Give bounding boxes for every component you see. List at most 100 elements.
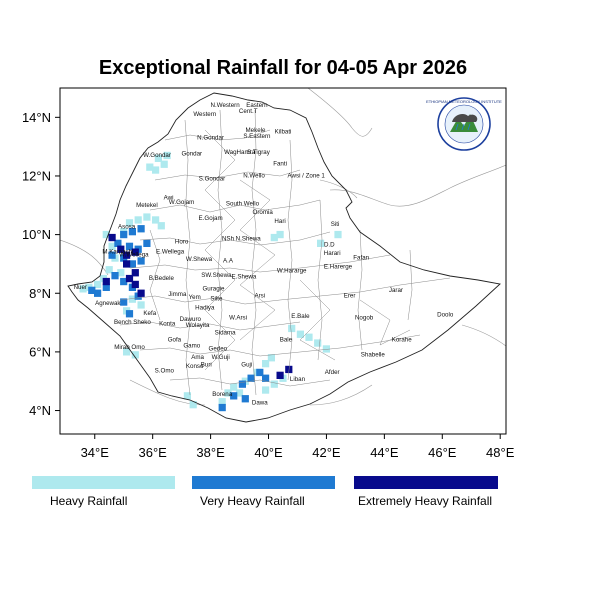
rainfall-cell-heavy: [267, 354, 275, 362]
region-label: Awi: [164, 194, 174, 201]
region-label: Mirab Omo: [114, 344, 145, 351]
y-tick-label: 12°N: [22, 168, 51, 183]
rainfall-cell-very-heavy: [94, 289, 102, 297]
y-tick-label: 6°N: [29, 344, 51, 359]
region-label: Dawuro: [180, 316, 202, 323]
rainfall-cell-heavy: [128, 295, 136, 303]
rainfall-cell-heavy: [317, 239, 325, 247]
cloud-icon: [452, 114, 478, 122]
x-tick-label: 46°E: [428, 445, 457, 460]
legend-swatch: [192, 476, 335, 489]
rainfall-cell-heavy: [152, 216, 160, 224]
legend-label: Very Heavy Rainfall: [200, 494, 305, 508]
rainfall-cell-very-heavy: [137, 257, 145, 265]
rainfall-cell-heavy: [123, 348, 131, 356]
raindrop-icon: [467, 123, 471, 131]
rainfall-cell-heavy: [296, 330, 304, 338]
rainfall-cells: [79, 151, 342, 412]
rainfall-cell-very-heavy: [247, 374, 255, 382]
rainfall-cell-extreme: [276, 371, 284, 379]
rainfall-cell-very-heavy: [128, 260, 136, 268]
rainfall-cell-heavy: [79, 285, 87, 293]
region-label: D.D: [324, 241, 335, 248]
rainfall-cell-extreme: [123, 260, 131, 268]
rainfall-cell-very-heavy: [108, 251, 116, 259]
ethiopia-outline: [67, 92, 501, 423]
rainfall-cell-extreme: [117, 245, 125, 253]
rainfall-cell-heavy: [154, 154, 162, 162]
region-label: Hari: [274, 218, 285, 225]
rainfall-cell-extreme: [102, 277, 110, 286]
rainfall-cell-very-heavy: [102, 283, 110, 291]
y-tick-label: 4°N: [29, 403, 51, 418]
region-label: Gamo: [183, 343, 200, 350]
rainfall-cell-heavy: [160, 160, 168, 168]
rainfall-cell-extreme: [137, 289, 145, 297]
rainfall-cell-heavy: [334, 230, 342, 239]
rainfall-cell-very-heavy: [143, 239, 151, 247]
region-label: Kilbati: [275, 128, 292, 135]
x-tick-label: 36°E: [139, 445, 168, 460]
region-label: Hadiya: [195, 304, 215, 311]
region-label: Harari: [324, 250, 341, 257]
region-label: Metekel: [136, 202, 158, 209]
region-label: South Wello: [226, 200, 260, 207]
rainfall-cell-extreme: [108, 233, 116, 242]
region-label: Gondar: [181, 150, 202, 157]
region-label: Awsi / Zone 1: [288, 172, 326, 179]
rainfall-cell-heavy: [143, 213, 151, 221]
region-label: Western: [193, 111, 216, 118]
rainfall-cell-heavy: [117, 269, 125, 277]
region-label: Liban: [290, 376, 306, 383]
region-label: W.Hararge: [277, 268, 307, 275]
rainfall-cell-heavy: [276, 230, 284, 239]
region-label: Nuer: [74, 284, 87, 291]
legend-label: Extremely Heavy Rainfall: [358, 494, 492, 508]
region-label: W.Wellega: [119, 252, 149, 259]
region-label: Dawa: [252, 400, 268, 407]
rainfall-cell-heavy: [137, 301, 145, 309]
rainfall-cell-heavy: [125, 219, 134, 227]
region-label: Konta: [159, 321, 176, 328]
region-label: B.Bedele: [149, 275, 175, 282]
region-label: Cent.T: [239, 108, 258, 115]
region-label: WagHamra: [224, 149, 256, 156]
region-label: Gedeo: [209, 345, 228, 352]
rainfall-cell-heavy: [262, 386, 270, 394]
rainfall-cell-heavy: [146, 163, 154, 171]
region-label: W.Gondar: [143, 152, 171, 159]
rainfall-cell-very-heavy: [120, 298, 128, 306]
region-label: Siti: [331, 221, 340, 228]
region-label: E.Bale: [291, 313, 310, 320]
rainfall-cell-heavy: [157, 222, 165, 230]
region-label: E.Harerge: [324, 263, 353, 270]
rainfall-cell-very-heavy: [128, 228, 136, 236]
rainfall-cell-very-heavy: [238, 380, 246, 388]
rainfall-cell-very-heavy: [120, 230, 128, 239]
region-label: Horo: [175, 238, 189, 245]
rainfall-cell-very-heavy: [125, 242, 134, 250]
region-label: Mekele: [246, 127, 267, 134]
y-tick-label: 14°N: [22, 110, 51, 125]
rainfall-cell-heavy: [270, 380, 278, 388]
rainfall-cell-heavy: [108, 242, 116, 250]
region-label: M.Kamashi: [102, 249, 133, 256]
rainfall-cell-very-heavy: [262, 374, 270, 382]
rainfall-cell-heavy: [189, 401, 197, 409]
ethiopian-meteorology-institute-logo: ETHIOPIAN METEOROLOGY INSTITUTE: [426, 97, 502, 151]
rainfall-cell-very-heavy: [111, 272, 119, 280]
region-label: Afder: [325, 369, 340, 376]
rainfall-cell-extreme: [131, 269, 139, 277]
rainfall-cell-heavy: [94, 280, 102, 289]
rainfall-cell-very-heavy: [256, 368, 264, 377]
region-label: E.Wellega: [156, 249, 185, 256]
region-label: Agnewak: [95, 300, 121, 307]
region-label: N.Gondar: [197, 134, 224, 141]
map-axes: 34°E 36°E 38°E 40°E 42°E 44°E 46°E 48°E 4°N 6°N 8°…: [22, 110, 515, 460]
y-tick-label: 10°N: [22, 227, 51, 242]
rainfall-cell-extreme: [123, 251, 131, 259]
